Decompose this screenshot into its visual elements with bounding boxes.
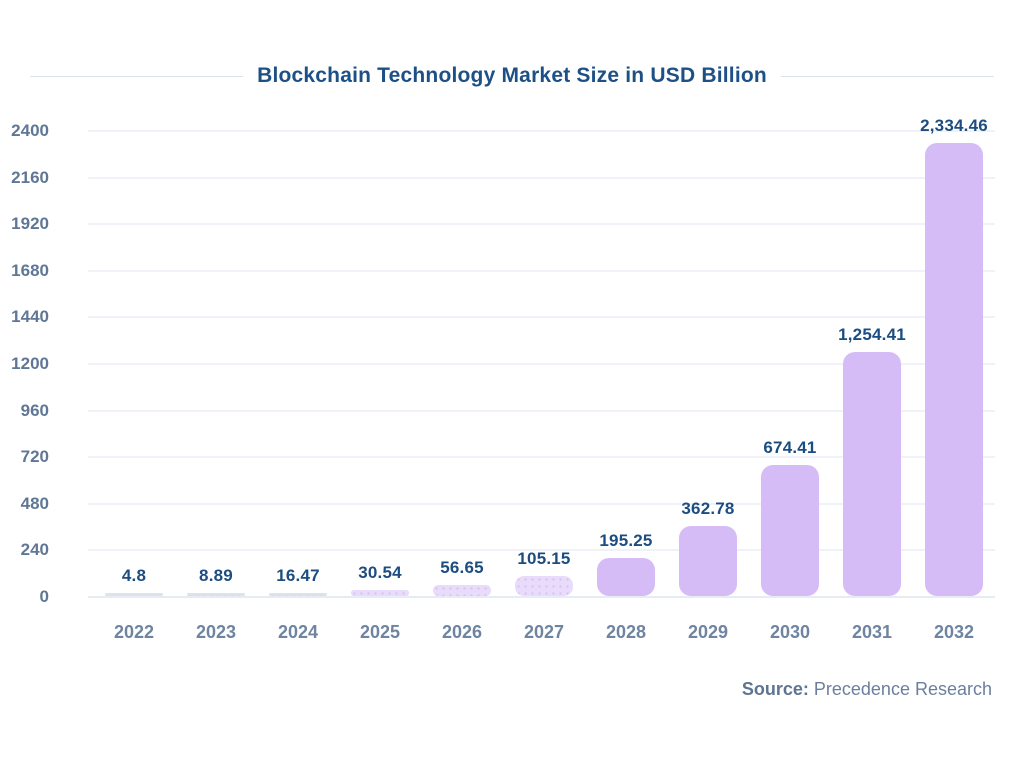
y-tick-label-0: 0 bbox=[39, 587, 49, 606]
x-axis-label-2028: 2028 bbox=[605, 622, 647, 642]
bar-2027 bbox=[515, 575, 573, 596]
x-axis-label-2029: 2029 bbox=[687, 622, 729, 642]
y-tick-label-2160: 2160 bbox=[11, 167, 49, 187]
bar-2030 bbox=[761, 465, 819, 596]
x-axis-label-2024: 2024 bbox=[277, 622, 319, 642]
bar-value-label-2023: 8.89 bbox=[199, 566, 233, 585]
bar-value-label-2025: 30.54 bbox=[358, 563, 402, 583]
source-label: Source: bbox=[741, 679, 809, 699]
title-rule-right bbox=[780, 75, 995, 77]
gridline-960 bbox=[88, 409, 995, 412]
title-row: Blockchain Technology Market Size in USD… bbox=[0, 64, 1024, 88]
source-note: Source: Precedence Research bbox=[742, 679, 992, 700]
bar-2028 bbox=[597, 558, 655, 596]
bar-value-label-2026: 56.65 bbox=[440, 558, 484, 578]
title-rule-left bbox=[30, 75, 244, 77]
gridline-480 bbox=[88, 502, 995, 505]
bar-value-label-2024: 16.47 bbox=[276, 565, 320, 585]
bar-value-label-2027: 105.15 bbox=[517, 548, 571, 568]
bar-value-label-2028: 195.25 bbox=[599, 531, 653, 551]
y-tick-label-960: 960 bbox=[20, 400, 49, 420]
y-tick-label-1440: 1440 bbox=[11, 307, 49, 327]
x-axis-label-2025: 2025 bbox=[359, 622, 401, 642]
chart-title: Blockchain Technology Market Size in USD… bbox=[257, 64, 767, 87]
bar-value-label-2032: 2,334.46 bbox=[920, 115, 988, 135]
bar-2024 bbox=[269, 592, 327, 596]
gridline-240 bbox=[88, 549, 995, 552]
y-tick-label-2400: 2400 bbox=[11, 121, 49, 140]
bar-value-label-2029: 362.78 bbox=[681, 498, 735, 518]
x-axis-label-2026: 2026 bbox=[441, 622, 483, 642]
x-axis-label-2032: 2032 bbox=[933, 622, 975, 642]
y-tick-label-240: 240 bbox=[20, 540, 49, 560]
bar-2022 bbox=[105, 593, 163, 596]
bar-2031 bbox=[843, 352, 901, 596]
bar-value-label-2031: 1,254.41 bbox=[838, 325, 906, 345]
gridline-0 bbox=[88, 596, 995, 598]
x-axis-label-2022: 2022 bbox=[113, 622, 155, 642]
y-tick-label-1680: 1680 bbox=[11, 260, 49, 280]
bar-2032 bbox=[925, 142, 983, 596]
x-axis-label-2023: 2023 bbox=[195, 622, 237, 642]
bar-2026 bbox=[433, 585, 491, 596]
bar-2029 bbox=[679, 525, 737, 596]
x-axis-label-2031: 2031 bbox=[851, 622, 893, 642]
y-tick-label-480: 480 bbox=[20, 493, 49, 513]
y-tick-label-1920: 1920 bbox=[11, 214, 49, 234]
plot-area: 0 240 480 720 960 1200 1440 1680 1920 2160 2400 4.8… bbox=[11, 116, 995, 606]
bar-2025 bbox=[351, 590, 409, 596]
y-tick-label-720: 720 bbox=[20, 447, 49, 467]
bar-value-label-2030: 674.41 bbox=[763, 438, 817, 458]
x-axis-label-2030: 2030 bbox=[769, 622, 811, 642]
gridline-720 bbox=[88, 456, 995, 459]
gridline-1200 bbox=[88, 363, 995, 365]
bar-value-label-2022: 4.8 bbox=[121, 566, 147, 585]
bar-2023 bbox=[187, 593, 245, 596]
x-axis-label-2027: 2027 bbox=[523, 622, 565, 642]
source-value: Precedence Research bbox=[813, 679, 992, 699]
gridline-2160 bbox=[88, 176, 995, 179]
y-tick-label-1200: 1200 bbox=[11, 354, 49, 373]
gridline-1440 bbox=[88, 316, 995, 319]
gridline-2400 bbox=[88, 130, 995, 132]
gridline-1920 bbox=[88, 223, 995, 226]
gridline-1680 bbox=[88, 269, 995, 272]
